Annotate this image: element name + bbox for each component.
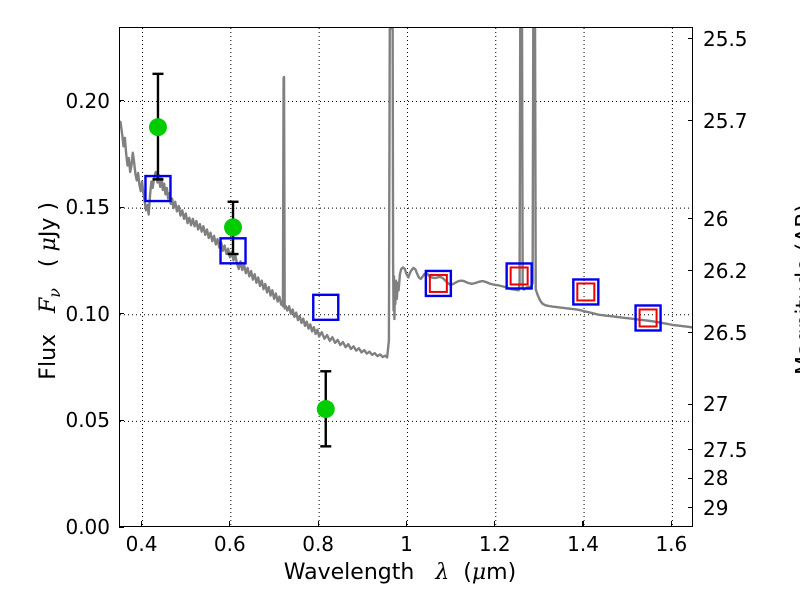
y-axis-label-subscript: ν <box>44 288 64 298</box>
x-tick-mark-6 <box>670 521 672 526</box>
x-axis-label-unit-mu: μ <box>471 560 487 585</box>
x-tick-label-1: 0.6 <box>213 532 246 556</box>
y2-tick-label-0: 25.5 <box>703 26 748 51</box>
y2-tick-mark-2 <box>688 218 693 220</box>
spectrum-curve <box>120 28 692 359</box>
y2-tick-mark-3 <box>688 270 693 272</box>
x-tick-mark-4 <box>494 521 496 526</box>
secondary-y-axis-label: Magnitude (AB) <box>792 204 800 375</box>
y2-tick-mark-0 <box>688 37 693 40</box>
y-tick-label-4: 0.20 <box>65 88 110 113</box>
photometry-point-green-2 <box>316 370 335 448</box>
y-tick-label-1: 0.05 <box>65 408 110 433</box>
x-tick-mark-2 <box>317 521 319 526</box>
x-tick-mark-3 <box>405 521 408 526</box>
data-series-layer <box>120 28 692 526</box>
y2-tick-mark-6 <box>688 449 693 451</box>
x-tick-mark-5 <box>582 521 584 526</box>
x-tick-label-0: 0.4 <box>125 532 158 556</box>
y-axis-label-unit-mu: μ <box>36 237 62 252</box>
y2-tick-label-3: 26.2 <box>703 258 748 283</box>
y2-tick-label-1: 25.7 <box>703 108 748 133</box>
x-tick-label-3: 1 <box>400 532 413 556</box>
observed-flux-marker <box>316 400 335 419</box>
y-axis-label: Flux Fν ( μJy ) <box>36 71 64 511</box>
y2-tick-mark-7 <box>688 477 693 479</box>
y2-tick-mark-4 <box>688 331 693 334</box>
x-axis-label-unit-open: ( <box>463 560 472 585</box>
model-flux-marker-blue-1 <box>219 237 247 265</box>
y-tick-mark-3 <box>119 206 124 208</box>
model-flux-marker-blue-5 <box>572 278 600 306</box>
observed-flux-marker <box>224 218 243 237</box>
y-tick-label-2: 0.10 <box>65 301 110 326</box>
y-tick-mark-0 <box>119 526 124 528</box>
y2-tick-label-8: 29 <box>703 495 729 520</box>
y-axis-label-word: Flux <box>36 333 62 380</box>
model-flux-marker-blue-4 <box>505 262 533 290</box>
y-axis-label-unit-open: ( <box>36 258 62 268</box>
y2-tick-mark-1 <box>688 120 693 122</box>
model-flux-marker-blue-0 <box>144 174 172 203</box>
x-tick-label-6: 1.6 <box>655 532 688 556</box>
x-tick-label-2: 0.8 <box>302 532 335 556</box>
y2-tick-mark-5 <box>688 403 693 405</box>
y2-tick-label-6: 27.5 <box>703 437 748 462</box>
model-flux-marker-red-0 <box>428 273 448 293</box>
model-flux-marker-blue-6 <box>634 304 662 332</box>
y-tick-mark-2 <box>119 313 124 315</box>
photometry-point-green-0 <box>148 72 167 181</box>
y2-tick-label-7: 28 <box>703 466 729 491</box>
x-tick-label-4: 1.2 <box>478 532 511 556</box>
y-axis-label-unit-rest: Jy ) <box>36 202 62 238</box>
y-tick-label-3: 0.15 <box>65 195 110 220</box>
photometry-point-green-1 <box>224 200 243 256</box>
y-axis-label-symbol: F <box>36 297 62 313</box>
y-tick-mark-4 <box>119 99 124 102</box>
model-flux-marker-red-3 <box>638 308 658 328</box>
y-tick-mark-1 <box>119 419 124 421</box>
y2-tick-mark-8 <box>688 506 693 509</box>
x-axis-label-symbol: λ <box>435 560 450 585</box>
model-flux-marker-blue-2 <box>312 293 340 322</box>
y2-tick-label-2: 26 <box>703 206 729 231</box>
y-tick-label-0: 0.00 <box>65 515 110 539</box>
x-axis-label: Wavelength λ (μm) <box>0 560 800 585</box>
x-axis-label-unit-rest: m) <box>486 560 517 585</box>
observed-flux-marker <box>148 118 167 137</box>
model-flux-marker-blue-3 <box>424 269 453 298</box>
model-flux-marker-red-1 <box>509 266 529 286</box>
gridlines-layer <box>120 28 692 526</box>
model-flux-marker-red-2 <box>576 282 596 302</box>
x-tick-mark-1 <box>229 521 231 526</box>
plot-area <box>119 27 693 527</box>
x-tick-label-5: 1.4 <box>567 532 599 556</box>
y2-tick-label-4: 26.5 <box>703 320 748 345</box>
x-tick-mark-0 <box>140 521 143 526</box>
x-axis-label-word: Wavelength <box>283 560 415 585</box>
y2-tick-label-5: 27 <box>703 392 729 417</box>
